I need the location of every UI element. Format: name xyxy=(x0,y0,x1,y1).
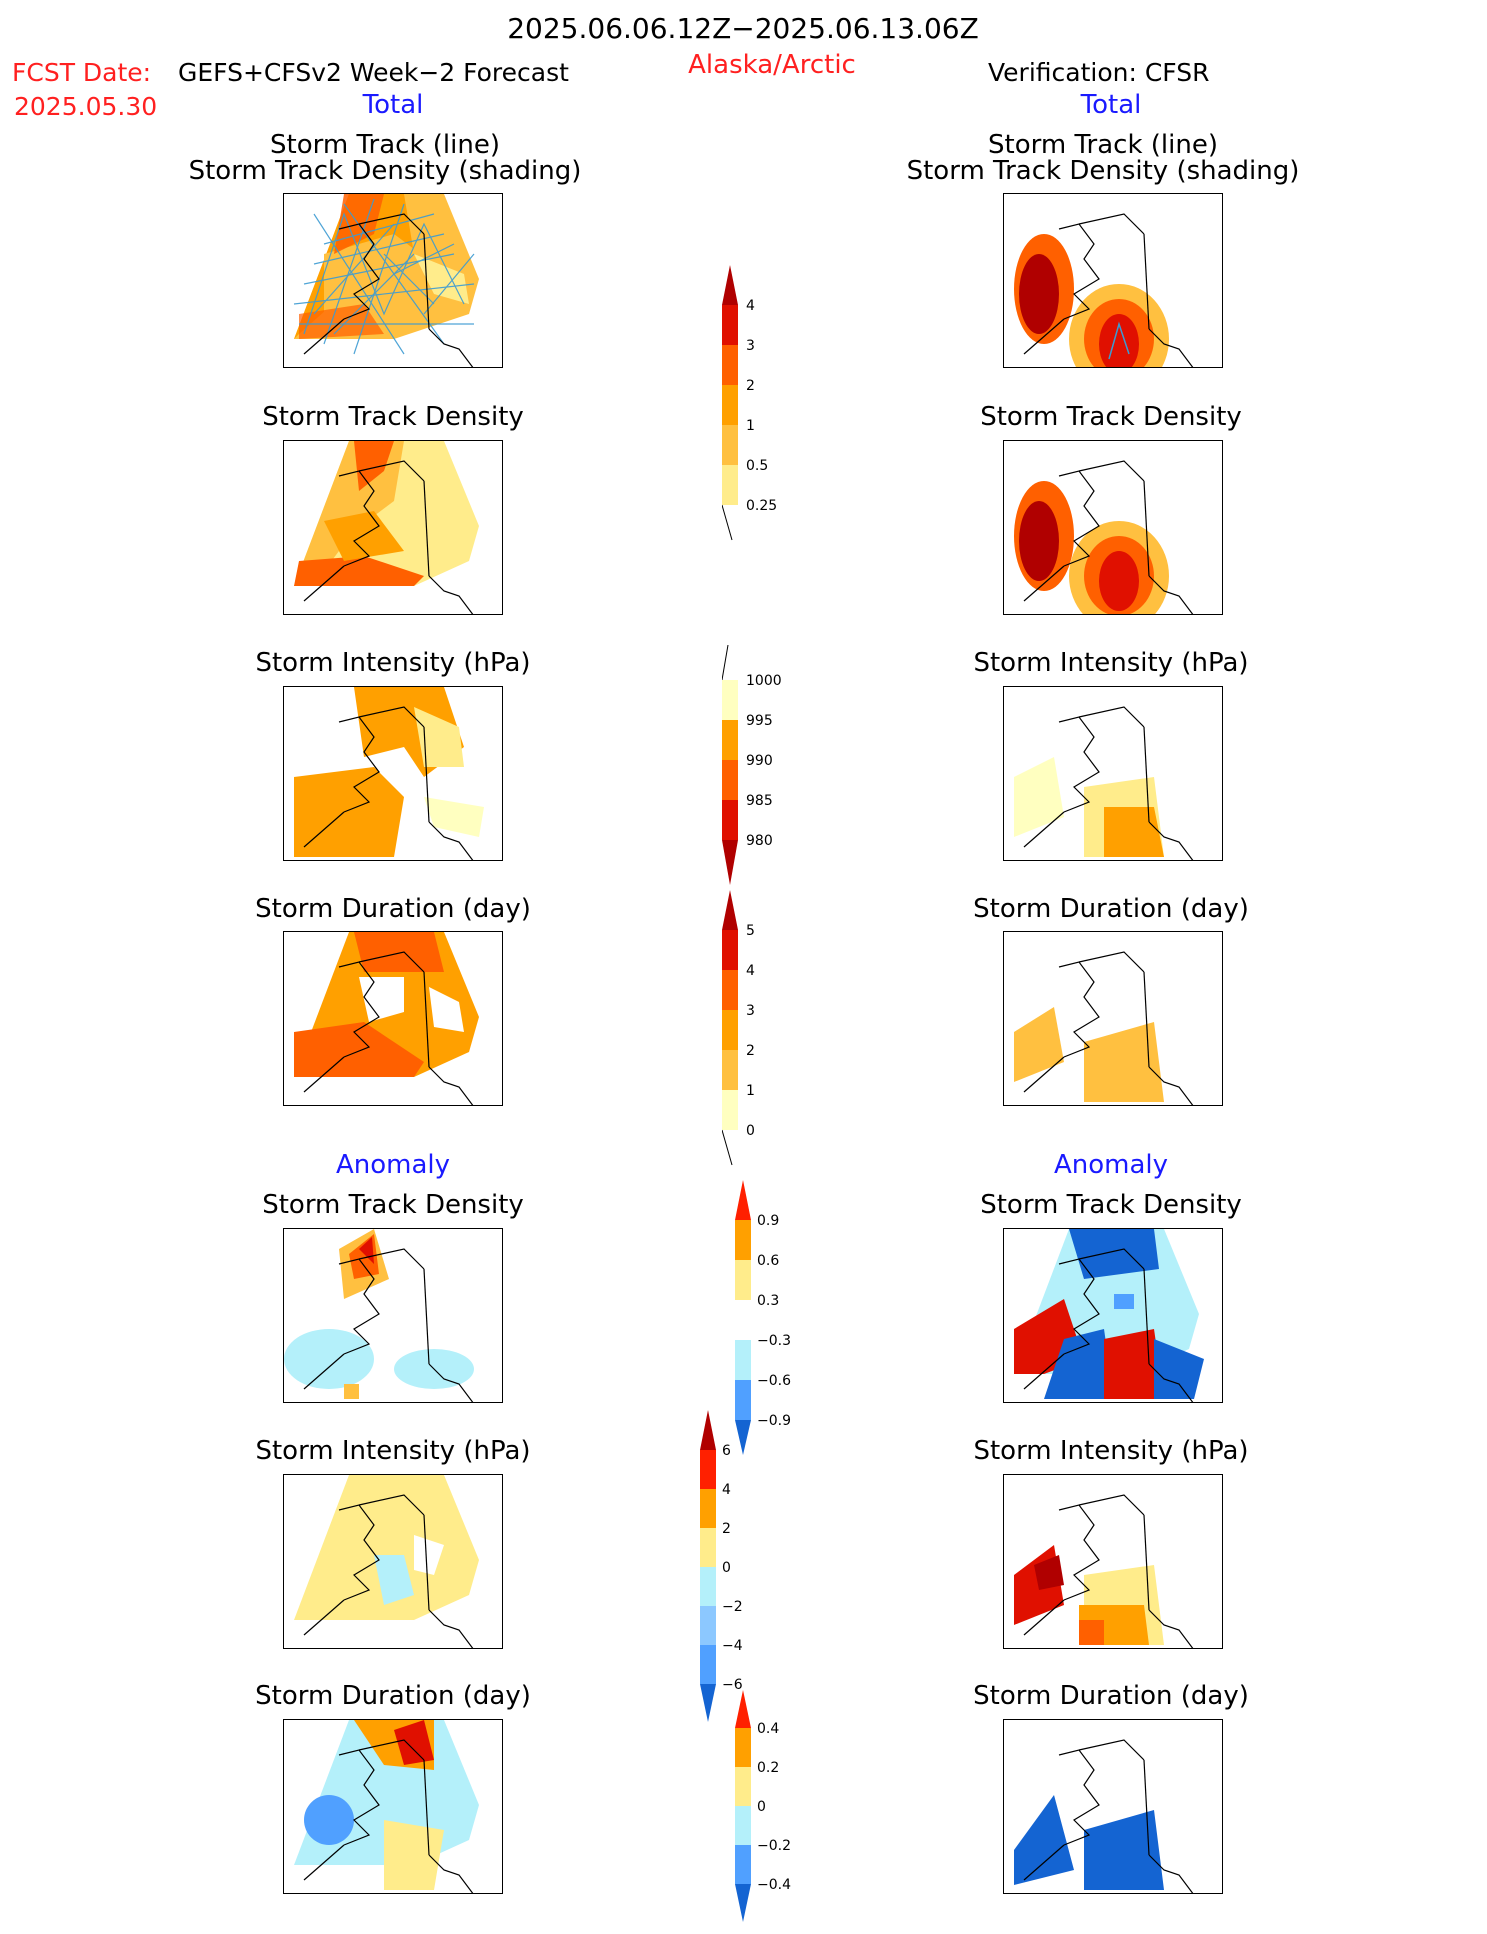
map-right-duration xyxy=(1003,931,1223,1106)
title-anom-duration-right: Storm Duration (day) xyxy=(973,1681,1249,1711)
map-left-anom-density xyxy=(283,1228,503,1403)
page-title: 2025.06.06.12Z−2025.06.13.06Z xyxy=(507,12,979,45)
title-anom-intensity-left: Storm Intensity (hPa) xyxy=(255,1436,531,1466)
cbar4-label: −0.6 xyxy=(757,1373,791,1389)
cbar6-label: 0 xyxy=(757,1799,766,1815)
colorbar-anom-duration: 0.4 0.2 0 −0.2 −0.4 xyxy=(735,1690,825,1934)
cbar4-label: 0.9 xyxy=(757,1213,779,1229)
cbar4-label: −0.3 xyxy=(757,1333,791,1349)
title-duration-left: Storm Duration (day) xyxy=(255,894,531,924)
cbar3-label: 0 xyxy=(746,1123,755,1139)
region-title: Alaska/Arctic xyxy=(688,50,856,80)
map-left-intensity xyxy=(283,686,503,861)
cbar5-label: 4 xyxy=(722,1482,731,1498)
title-anom-density-right: Storm Track Density xyxy=(980,1190,1242,1220)
title-density-left: Storm Track Density xyxy=(262,402,524,432)
cbar4-label: −0.9 xyxy=(757,1413,791,1429)
cbar1-label: 1 xyxy=(746,418,755,434)
map-right-density xyxy=(1003,440,1223,615)
cbar2-label: 1000 xyxy=(746,673,782,689)
cbar1-label: 3 xyxy=(746,338,755,354)
cbar2-label: 990 xyxy=(746,753,773,769)
title-anom-density-left: Storm Track Density xyxy=(262,1190,524,1220)
anomaly-label-left: Anomaly xyxy=(335,1150,451,1180)
model-name: GEFS+CFSv2 Week−2 Forecast xyxy=(178,58,569,87)
title-track-shading-left: Storm Track Density (shading) xyxy=(188,156,582,186)
fcst-date-label: FCST Date: xyxy=(12,58,152,87)
cbar5-label: 2 xyxy=(722,1521,731,1537)
map-right-anom-density xyxy=(1003,1228,1223,1403)
colorbar-anom-density: 0.9 0.6 0.3 −0.3 −0.6 −0.9 xyxy=(735,1180,825,1464)
map-left-anom-duration xyxy=(283,1719,503,1894)
verification-label: Verification: CFSR xyxy=(988,58,1210,87)
cbar1-label: 0.5 xyxy=(746,458,768,474)
cbar2-label: 995 xyxy=(746,713,773,729)
map-left-track xyxy=(283,193,503,368)
total-label-right: Total xyxy=(1080,90,1142,120)
title-intensity-right: Storm Intensity (hPa) xyxy=(973,648,1249,678)
cbar3-label: 1 xyxy=(746,1083,755,1099)
title-track-shading-right: Storm Track Density (shading) xyxy=(906,156,1300,186)
title-anom-intensity-right: Storm Intensity (hPa) xyxy=(973,1436,1249,1466)
cbar5-label: 0 xyxy=(722,1560,731,1576)
cbar5-label: −2 xyxy=(722,1599,743,1615)
title-duration-right: Storm Duration (day) xyxy=(973,894,1249,924)
total-label-left: Total xyxy=(362,90,424,120)
fcst-date-value: 2025.05.30 xyxy=(14,92,158,121)
cbar2-label: 980 xyxy=(746,833,773,849)
map-right-anom-duration xyxy=(1003,1719,1223,1894)
cbar3-label: 2 xyxy=(746,1043,755,1059)
cbar1-label: 2 xyxy=(746,378,755,394)
cbar1-label: 0.25 xyxy=(746,498,777,514)
title-anom-duration-left: Storm Duration (day) xyxy=(255,1681,531,1711)
cbar3-label: 3 xyxy=(746,1003,755,1019)
cbar2-label: 985 xyxy=(746,793,773,809)
cbar6-label: 0.4 xyxy=(757,1721,779,1737)
map-right-anom-intensity xyxy=(1003,1474,1223,1649)
cbar5-label: 6 xyxy=(722,1443,731,1459)
map-right-intensity xyxy=(1003,686,1223,861)
colorbar-total-duration: 5 4 3 2 1 0 xyxy=(721,890,802,1174)
title-track-line-right: Storm Track (line) xyxy=(988,130,1218,160)
cbar5-label: −4 xyxy=(722,1638,743,1654)
title-density-right: Storm Track Density xyxy=(980,402,1242,432)
cbar5-label: −6 xyxy=(722,1677,743,1693)
cbar3-label: 4 xyxy=(746,963,755,979)
cbar6-label: −0.2 xyxy=(757,1838,791,1854)
cbar4-label: 0.3 xyxy=(757,1293,779,1309)
cbar3-label: 5 xyxy=(746,923,755,939)
cbar4-label: 0.6 xyxy=(757,1253,779,1269)
cbar1-label: 4 xyxy=(746,298,755,314)
map-left-duration xyxy=(283,931,503,1106)
cbar6-label: −0.4 xyxy=(757,1877,791,1893)
map-left-density xyxy=(283,440,503,615)
colorbar-anom-intensity: 6 4 2 0 −2 −4 −6 xyxy=(700,1410,780,1734)
cbar6-label: 0.2 xyxy=(757,1760,779,1776)
colorbar-total-density: 4 3 2 1 0.5 0.25 xyxy=(721,265,802,549)
map-right-track xyxy=(1003,193,1223,368)
title-intensity-left: Storm Intensity (hPa) xyxy=(255,648,531,678)
anomaly-label-right: Anomaly xyxy=(1053,1150,1169,1180)
colorbar-total-intensity: 1000 995 990 985 980 xyxy=(721,644,802,899)
title-track-line-left: Storm Track (line) xyxy=(270,130,500,160)
map-left-anom-intensity xyxy=(283,1474,503,1649)
